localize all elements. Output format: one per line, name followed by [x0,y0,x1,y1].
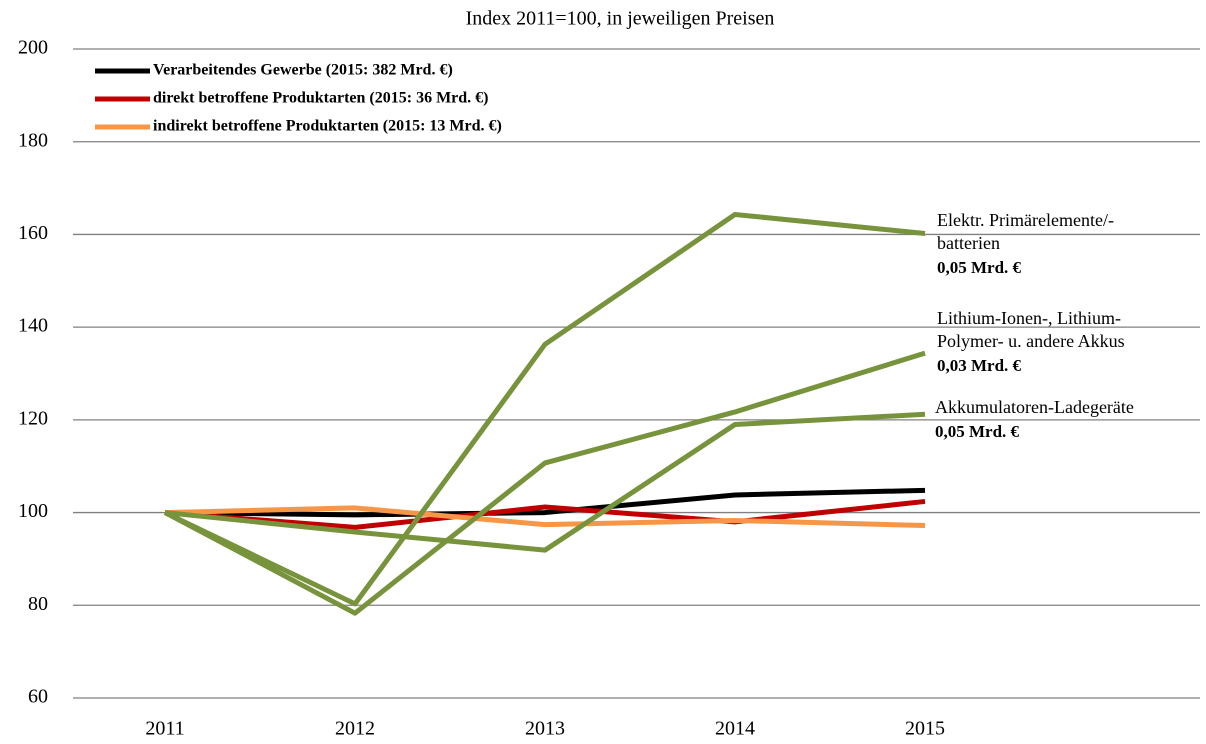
annotation-value: 0,05 Mrd. € [937,258,1022,277]
annotation-text: Elektr. Primärelemente/- [937,210,1114,230]
annotation-text: Lithium-Ionen-, Lithium- [937,308,1121,328]
chart-title: Index 2011=100, in jeweiligen Preisen [466,8,775,30]
y-tick-label: 120 [18,407,48,429]
x-tick-label: 2012 [335,718,375,740]
y-tick-label: 200 [18,37,48,59]
series-line [163,350,926,616]
annotation-value: 0,03 Mrd. € [937,356,1022,375]
series-line [164,498,926,530]
series-line [164,505,926,529]
x-tick-label: 2011 [145,718,184,740]
y-tick-label: 100 [18,500,48,522]
y-tick-label: 80 [28,593,48,615]
y-tick-label: 160 [18,222,48,244]
y-tick-label: 60 [28,686,48,708]
y-tick-label: 180 [18,129,48,151]
series-line [163,211,926,607]
legend-label: Verarbeitendes Gewerbe (2015: 382 Mrd. €… [153,62,453,79]
annotation-text: Polymer- u. andere Akkus [937,331,1125,351]
legend-label: indirekt betroffene Produktarten (2015: … [153,118,502,135]
series-line [164,487,926,518]
x-tick-label: 2014 [715,718,755,740]
x-tick-label: 2013 [525,718,565,740]
x-tick-label: 2015 [905,718,945,740]
y-tick-label: 140 [18,315,48,337]
series-line [164,411,926,553]
annotation-text: Akkumulatoren-Ladegeräte [935,397,1134,417]
annotation-value: 0,05 Mrd. € [935,422,1020,441]
legend-label: direkt betroffene Produktarten (2015: 36… [153,90,489,107]
annotation-text: batterien [937,233,1000,253]
